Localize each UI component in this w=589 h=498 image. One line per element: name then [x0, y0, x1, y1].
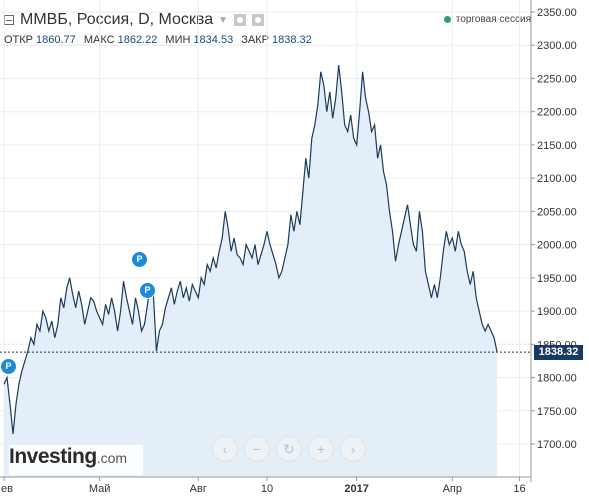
close-value: 1838.32: [272, 34, 312, 46]
price-area: [4, 65, 498, 477]
low-label: МИН: [165, 34, 191, 46]
chevron-right-icon[interactable]: ›: [340, 436, 366, 462]
y-tick-label: 1750.00: [537, 406, 577, 418]
x-tick-label: Апр: [443, 483, 462, 495]
plus-icon[interactable]: +: [308, 436, 334, 462]
x-tick-label: 2017: [344, 483, 368, 495]
y-tick-label: 1800.00: [537, 373, 577, 385]
chart-nav-buttons: ‹ − ↻ + ›: [212, 436, 366, 462]
y-tick-label: 2350.00: [537, 7, 577, 19]
camera-icon[interactable]: [234, 14, 247, 26]
x-axis-ticks: ев Май Авг 10 2017 Апр 16: [1, 477, 526, 495]
logo-tld: .com: [96, 450, 128, 466]
x-tick-label: 10: [261, 483, 273, 495]
y-axis-ticks: 1700.001750.001800.001850.001900.001950.…: [531, 7, 577, 451]
logo-brand: Investing: [9, 445, 97, 468]
y-tick-label: 2050.00: [537, 206, 577, 218]
y-tick-label: 2200.00: [537, 107, 577, 119]
dividend-marker[interactable]: P: [139, 282, 156, 299]
session-status: торговая сессия: [443, 14, 531, 25]
session-label: торговая сессия: [455, 14, 531, 25]
low-value: 1834.53: [193, 34, 234, 46]
y-tick-label: 1900.00: [537, 306, 577, 318]
reset-icon[interactable]: ↻: [276, 436, 302, 462]
y-tick-label: 1700.00: [537, 439, 577, 451]
x-tick-label: Авг: [190, 483, 207, 495]
y-tick-label: 2100.00: [537, 173, 577, 185]
chart-header: ММВБ, Россия, D, Москва ▼: [4, 10, 265, 30]
y-tick-label: 1950.00: [537, 273, 577, 285]
minus-icon[interactable]: −: [244, 436, 270, 462]
status-dot-icon: [443, 16, 451, 23]
y-tick-label: 2000.00: [537, 240, 577, 252]
open-label: ОТКР: [4, 34, 34, 46]
chevron-left-icon[interactable]: ‹: [212, 436, 238, 462]
y-tick-label: 2300.00: [537, 40, 577, 52]
x-tick-label: ев: [1, 483, 13, 495]
x-tick-label: 16: [513, 483, 525, 495]
investing-logo: Investing .com: [9, 445, 143, 475]
high-value: 1862.22: [117, 34, 158, 46]
x-tick-label: Май: [89, 483, 111, 495]
y-tick-label: 2150.00: [537, 140, 577, 152]
settings-icon[interactable]: [252, 14, 265, 26]
close-label: ЗАКР: [241, 34, 269, 46]
last-price-label: 1838.32: [534, 345, 583, 360]
price-line: [3, 65, 498, 435]
dividend-marker[interactable]: P: [0, 358, 17, 375]
dividend-marker[interactable]: P: [131, 251, 148, 268]
chevron-down-icon[interactable]: ▼: [218, 14, 229, 26]
chart-title: ММВБ, Россия, D, Москва: [20, 11, 214, 28]
y-tick-label: 2250.00: [537, 73, 577, 85]
open-value: 1860.77: [36, 34, 76, 46]
